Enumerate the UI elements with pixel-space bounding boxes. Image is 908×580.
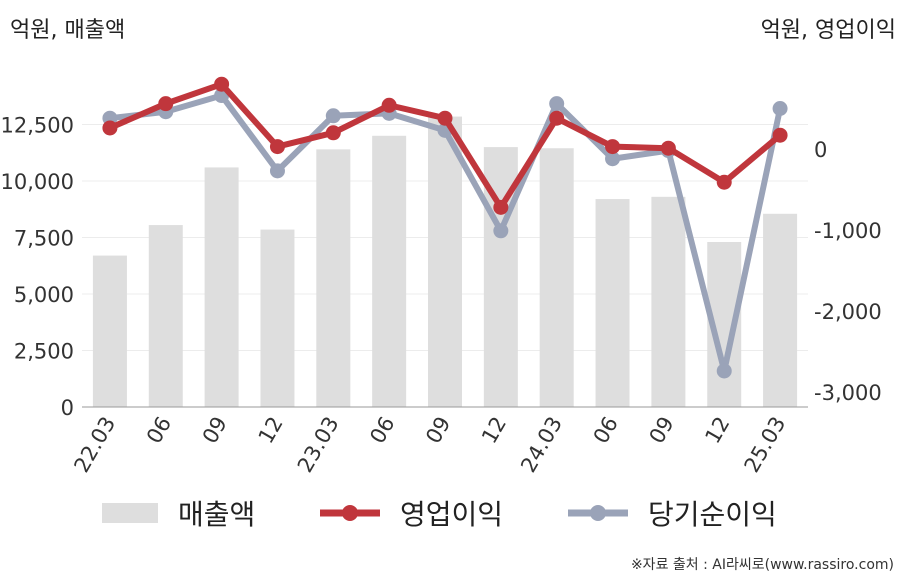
point-operating-profit bbox=[660, 140, 676, 156]
bar-revenue bbox=[92, 255, 127, 407]
x-tick-label: 06 bbox=[365, 413, 399, 448]
bar-revenue bbox=[148, 225, 183, 407]
x-tick-label: 12 bbox=[477, 413, 511, 448]
right-tick-label: -2,000 bbox=[814, 300, 882, 324]
right-axis-unit-label: 억원, 영업이익 bbox=[760, 18, 896, 43]
bar-revenue bbox=[204, 167, 239, 407]
point-operating-profit bbox=[605, 139, 621, 155]
x-tick-label: 25.03 bbox=[740, 413, 791, 477]
x-tick-label: 24.03 bbox=[516, 413, 567, 477]
point-operating-profit bbox=[493, 199, 509, 215]
bar-revenue bbox=[260, 229, 295, 407]
bar-revenue bbox=[428, 116, 462, 407]
left-tick-label: 12,500 bbox=[1, 114, 74, 138]
left-tick-label: 2,500 bbox=[14, 340, 74, 364]
bar-revenue bbox=[372, 135, 407, 408]
left-tick-label: 7,500 bbox=[14, 227, 74, 251]
x-tick-label: 09 bbox=[421, 413, 455, 448]
bar-revenue bbox=[539, 148, 574, 408]
point-net-income bbox=[269, 163, 285, 179]
legend-label-revenue: 매출액 bbox=[178, 498, 256, 531]
x-tick-label: 23.03 bbox=[293, 413, 344, 477]
point-operating-profit bbox=[381, 97, 397, 113]
point-net-income bbox=[716, 363, 732, 379]
x-tick-label: 06 bbox=[142, 413, 176, 448]
right-tick-label: -1,000 bbox=[814, 219, 882, 243]
left-tick-label: 0 bbox=[61, 396, 74, 420]
point-operating-profit bbox=[772, 127, 788, 143]
x-tick-label: 12 bbox=[254, 413, 288, 448]
right-tick-label: -3,000 bbox=[814, 381, 882, 405]
legend-item-net-income: 당기순이익 bbox=[566, 493, 777, 533]
legend-label-net-income: 당기순이익 bbox=[648, 498, 777, 531]
legend-swatch-line-gray bbox=[568, 505, 628, 521]
point-operating-profit bbox=[716, 174, 732, 190]
chart-legend: 매출액 영업이익 당기순이익 bbox=[0, 493, 908, 533]
legend-item-operating-profit: 영업이익 bbox=[318, 493, 503, 533]
point-operating-profit bbox=[214, 76, 230, 92]
point-operating-profit bbox=[325, 125, 341, 141]
x-tick-label: 12 bbox=[700, 413, 734, 448]
point-net-income bbox=[493, 223, 509, 239]
bar-revenue bbox=[763, 213, 798, 407]
point-operating-profit bbox=[549, 110, 565, 126]
legend-label-operating-profit: 영업이익 bbox=[400, 498, 504, 531]
x-tick-label: 06 bbox=[589, 413, 623, 448]
left-axis-unit-label: 억원, 매출액 bbox=[10, 18, 126, 43]
point-operating-profit bbox=[269, 139, 285, 155]
legend-swatch-line-red bbox=[320, 505, 380, 521]
x-tick-label: 09 bbox=[645, 413, 679, 448]
x-tick-label: 22.03 bbox=[69, 413, 120, 477]
left-tick-label: 10,000 bbox=[1, 170, 74, 194]
bar-revenue bbox=[651, 196, 686, 407]
x-tick-label: 09 bbox=[198, 413, 232, 448]
point-net-income bbox=[549, 96, 565, 112]
right-tick-label: 0 bbox=[814, 138, 827, 162]
source-note: ※자료 출처 : AI라씨로(www.rassiro.com) bbox=[630, 557, 894, 573]
legend-swatch-bar bbox=[102, 503, 158, 523]
legend-item-revenue: 매출액 bbox=[100, 493, 255, 533]
point-operating-profit bbox=[158, 96, 174, 112]
point-operating-profit bbox=[102, 120, 118, 136]
bar-revenue bbox=[316, 149, 351, 408]
left-tick-label: 5,000 bbox=[14, 283, 74, 307]
point-net-income bbox=[605, 151, 621, 167]
point-net-income bbox=[325, 108, 341, 124]
bar-revenue bbox=[595, 199, 630, 407]
point-net-income bbox=[772, 101, 788, 116]
point-operating-profit bbox=[437, 110, 453, 126]
